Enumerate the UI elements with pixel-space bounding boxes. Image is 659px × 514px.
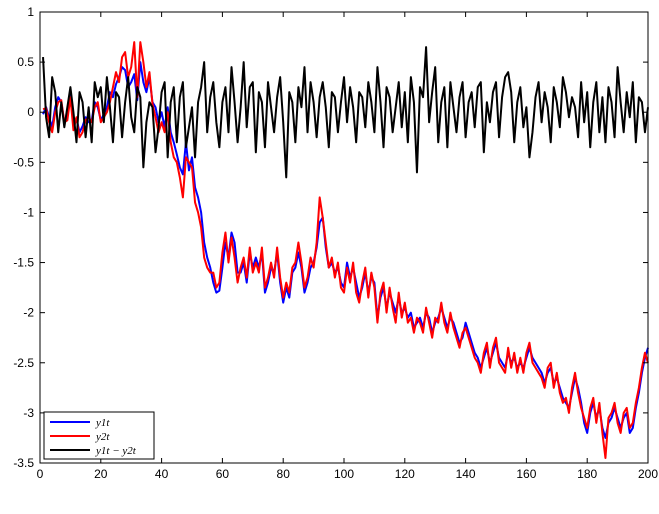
y-tick-label: -3 bbox=[23, 406, 34, 420]
x-tick-label: 180 bbox=[577, 467, 597, 481]
x-tick-label: 20 bbox=[94, 467, 108, 481]
y-tick-label: -1 bbox=[23, 205, 34, 219]
y-tick-label: -1.5 bbox=[13, 256, 34, 270]
legend-label-2: y1t − y2t bbox=[95, 445, 137, 457]
y-tick-label: 0 bbox=[27, 105, 34, 119]
x-tick-label: 200 bbox=[638, 467, 658, 481]
legend-label-0: y1t bbox=[95, 417, 110, 429]
x-tick-label: 100 bbox=[334, 467, 354, 481]
tick-layer: 0 20 40 60 80 100 120 140 160 180 200 1 0.5 0 -0.5 -1 -1… bbox=[13, 5, 658, 481]
y-tick-label: -2.5 bbox=[13, 356, 34, 370]
legend-label-1: y2t bbox=[95, 431, 110, 443]
y-tick-label: 1 bbox=[27, 5, 34, 19]
legend: y1t y2t y1t − y2t bbox=[43, 411, 155, 460]
x-tick-label: 120 bbox=[395, 467, 415, 481]
y-tick-label: 0.5 bbox=[17, 55, 34, 69]
x-tick-label: 0 bbox=[37, 467, 44, 481]
series-layer bbox=[42, 41, 649, 459]
series-line-2 bbox=[42, 46, 649, 179]
y-tick-label: -2 bbox=[23, 306, 34, 320]
x-tick-label: 80 bbox=[277, 467, 291, 481]
x-tick-label: 140 bbox=[456, 467, 476, 481]
legend-items: y1t y2t y1t − y2t bbox=[50, 417, 137, 457]
y-tick-label: -0.5 bbox=[13, 155, 34, 169]
x-tick-label: 160 bbox=[516, 467, 536, 481]
x-tick-label: 60 bbox=[216, 467, 230, 481]
series-line-1 bbox=[42, 41, 649, 459]
y-tick-label: -3.5 bbox=[13, 456, 34, 470]
x-tick-label: 40 bbox=[155, 467, 169, 481]
